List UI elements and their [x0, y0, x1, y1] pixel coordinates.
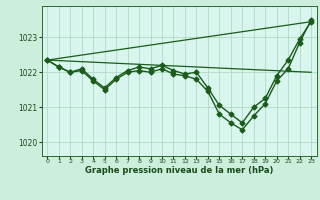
X-axis label: Graphe pression niveau de la mer (hPa): Graphe pression niveau de la mer (hPa) — [85, 166, 273, 175]
